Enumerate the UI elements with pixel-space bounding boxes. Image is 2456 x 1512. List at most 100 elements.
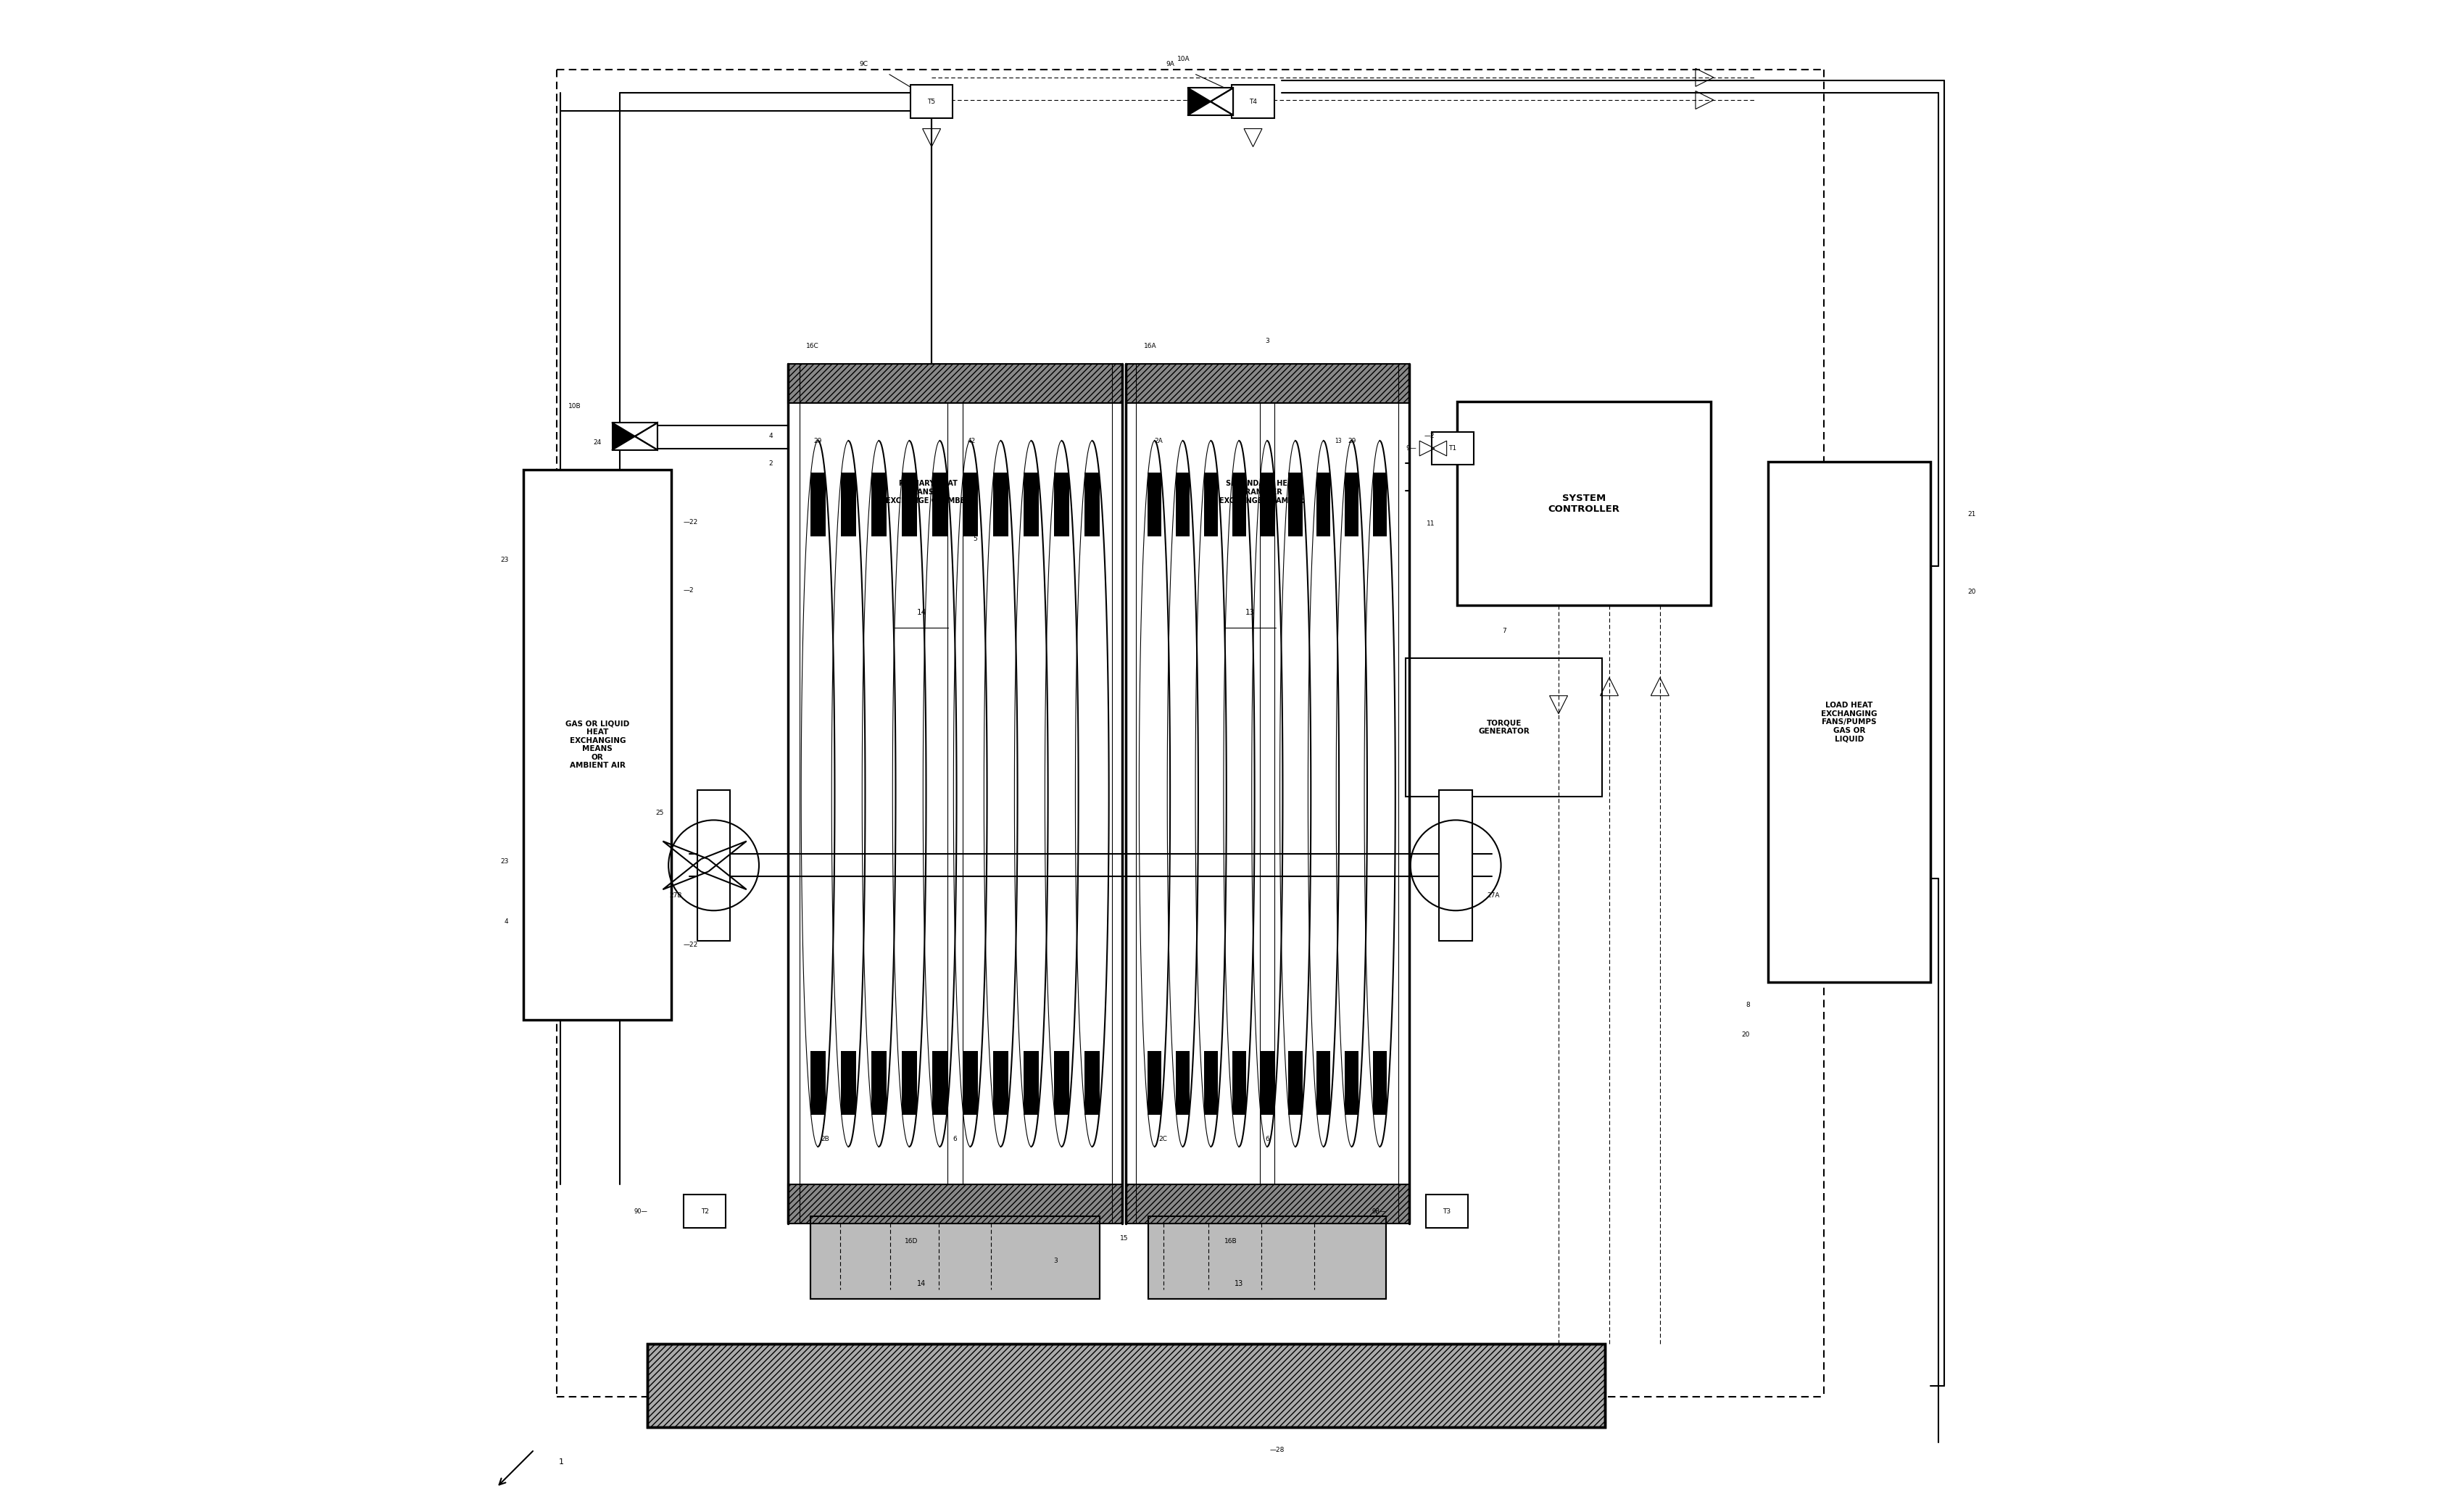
- Bar: [1147, 1216, 1385, 1299]
- Bar: [698, 789, 729, 940]
- Bar: [1289, 473, 1302, 537]
- Bar: [788, 364, 1122, 404]
- Text: GAS OR LIQUID
HEAT
EXCHANGING
MEANS
OR
AMBIENT AIR: GAS OR LIQUID HEAT EXCHANGING MEANS OR A…: [565, 720, 629, 770]
- Bar: [1373, 473, 1388, 537]
- Bar: [872, 1051, 887, 1114]
- Text: 7: 7: [1503, 627, 1506, 634]
- Text: 29: 29: [813, 437, 823, 445]
- Bar: [810, 1051, 825, 1114]
- Bar: [1316, 1051, 1331, 1114]
- Bar: [840, 473, 857, 537]
- Text: 2A: 2A: [1154, 437, 1162, 445]
- Text: 6: 6: [1265, 1136, 1270, 1142]
- Bar: [523, 470, 670, 1021]
- Bar: [840, 1051, 857, 1114]
- Text: TORQUE
GENERATOR: TORQUE GENERATOR: [1479, 720, 1530, 735]
- Bar: [810, 1216, 1100, 1299]
- Text: 20: 20: [1741, 1031, 1749, 1039]
- Text: 4: 4: [769, 432, 774, 440]
- Text: 16D: 16D: [904, 1238, 919, 1244]
- Bar: [1405, 658, 1601, 797]
- Text: SYSTEM
CONTROLLER: SYSTEM CONTROLLER: [1547, 493, 1621, 514]
- Polygon shape: [1189, 88, 1211, 115]
- Text: 14: 14: [916, 609, 926, 617]
- Bar: [872, 473, 887, 537]
- Bar: [1316, 473, 1331, 537]
- Bar: [1147, 473, 1162, 537]
- Bar: [933, 1051, 948, 1114]
- Text: 27B: 27B: [670, 892, 683, 898]
- Text: T2: T2: [700, 1208, 710, 1214]
- Text: 11: 11: [1427, 520, 1434, 528]
- Text: 10A: 10A: [1176, 56, 1189, 62]
- Text: 15: 15: [1120, 1235, 1127, 1241]
- Bar: [901, 1051, 916, 1114]
- Bar: [1125, 1184, 1410, 1223]
- Text: 9C: 9C: [860, 60, 867, 67]
- Bar: [1054, 473, 1068, 537]
- Bar: [1260, 1051, 1275, 1114]
- Bar: [992, 1051, 1009, 1114]
- Bar: [683, 1194, 727, 1228]
- Bar: [810, 1216, 1100, 1299]
- Text: 24: 24: [594, 438, 602, 446]
- Text: 14: 14: [916, 1281, 926, 1287]
- Bar: [992, 473, 1009, 537]
- Text: —22: —22: [683, 942, 698, 948]
- Text: 3: 3: [1054, 1258, 1059, 1264]
- Text: 2C: 2C: [1159, 1136, 1167, 1142]
- Text: PRIMARY HEAT
TRANSFER
EXCHANGE CHAMBER: PRIMARY HEAT TRANSFER EXCHANGE CHAMBER: [887, 481, 970, 503]
- Text: 16B: 16B: [1226, 1238, 1238, 1244]
- Bar: [1346, 1051, 1358, 1114]
- Text: T4: T4: [1250, 98, 1257, 104]
- Bar: [1289, 1051, 1302, 1114]
- Bar: [1432, 432, 1474, 466]
- Bar: [1233, 473, 1245, 537]
- Text: 6: 6: [953, 1136, 958, 1142]
- Text: —2: —2: [683, 587, 695, 593]
- Text: 13: 13: [1334, 437, 1341, 445]
- Text: 2: 2: [769, 460, 774, 467]
- Bar: [810, 473, 825, 537]
- Text: 21: 21: [1967, 511, 1975, 517]
- Bar: [1024, 1051, 1039, 1114]
- Text: 3: 3: [1265, 339, 1270, 345]
- Text: T1: T1: [1449, 445, 1456, 452]
- Bar: [1147, 1051, 1162, 1114]
- Text: 23: 23: [501, 859, 508, 865]
- Bar: [911, 85, 953, 118]
- Bar: [1125, 364, 1410, 404]
- Text: 16A: 16A: [1144, 343, 1157, 349]
- Bar: [1024, 473, 1039, 537]
- Bar: [1424, 1194, 1469, 1228]
- Text: T5: T5: [928, 98, 936, 104]
- Text: —22: —22: [683, 519, 698, 526]
- Text: 20: 20: [1967, 588, 1975, 596]
- Bar: [1176, 1051, 1189, 1114]
- Text: 9A: 9A: [1167, 60, 1174, 67]
- Text: 25: 25: [656, 809, 663, 816]
- Text: 10B: 10B: [567, 402, 582, 410]
- Text: 42: 42: [968, 437, 975, 445]
- Bar: [901, 473, 916, 537]
- Text: 4: 4: [503, 919, 508, 925]
- Bar: [788, 1184, 1122, 1223]
- Text: —2: —2: [1424, 432, 1434, 440]
- Bar: [1086, 1051, 1100, 1114]
- Text: 9—: 9—: [1405, 445, 1417, 452]
- Text: 13: 13: [1235, 1281, 1243, 1287]
- Text: 5: 5: [973, 535, 977, 543]
- Bar: [1260, 473, 1275, 537]
- Text: LOAD HEAT
EXCHANGING
FANS/PUMPS
GAS OR
LIQUID: LOAD HEAT EXCHANGING FANS/PUMPS GAS OR L…: [1822, 702, 1876, 742]
- Text: —28: —28: [1270, 1447, 1284, 1453]
- Bar: [1233, 85, 1275, 118]
- Bar: [1203, 1051, 1218, 1114]
- Bar: [1189, 88, 1233, 115]
- Text: 1: 1: [560, 1458, 565, 1465]
- Text: 90—: 90—: [634, 1208, 648, 1214]
- Bar: [1439, 789, 1471, 940]
- Text: 27A: 27A: [1488, 892, 1501, 898]
- Bar: [1086, 473, 1100, 537]
- Text: 2B: 2B: [820, 1136, 830, 1142]
- Bar: [612, 423, 658, 451]
